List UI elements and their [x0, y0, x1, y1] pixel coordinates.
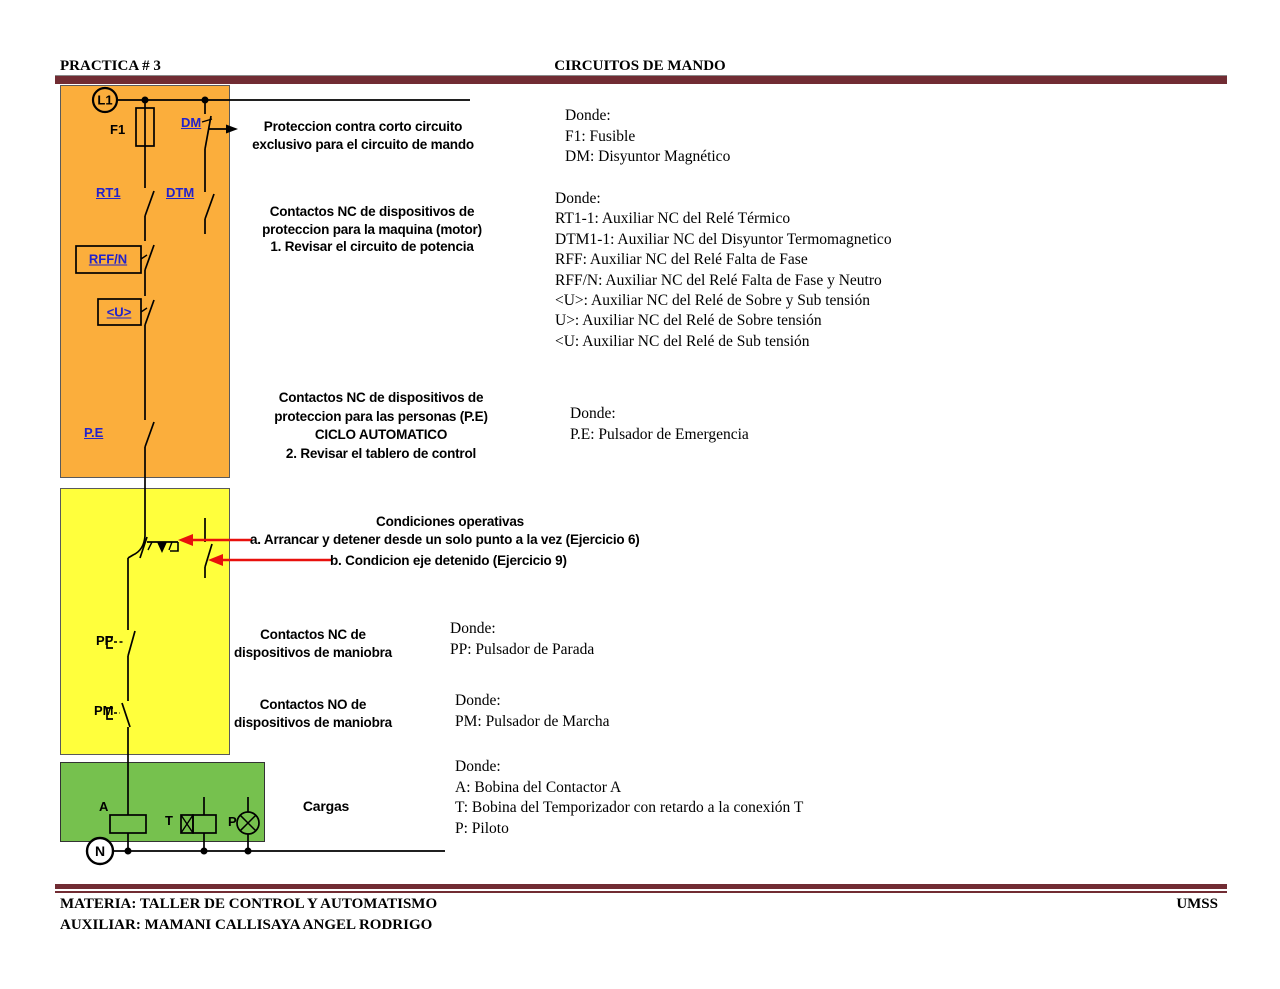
annotation-operating-conditions-title: Condiciones operativas — [376, 514, 524, 529]
footer-materia: MATERIA: TALLER DE CONTROL Y AUTOMATISMO — [60, 896, 438, 912]
pm-label: PM — [94, 703, 114, 718]
annotation-condition-b: b. Condicion eje detenido (Ejercicio 9) — [330, 553, 567, 568]
header-title-left: PRACTICA # 3 — [60, 58, 161, 74]
annotation-cargas: Cargas — [302, 798, 350, 814]
dtm-link-label[interactable]: DTM — [166, 185, 195, 200]
rffn-link-label[interactable]: RFF/N — [88, 251, 128, 267]
annotation-short-circuit-protection: Proteccion contra corto circuito exclusi… — [252, 119, 474, 152]
protection-zone-box — [60, 85, 230, 478]
legend-loads: Donde: A: Bobina del Contactor A T: Bobi… — [455, 758, 804, 837]
footer-auxiliar: AUXILIAR: MAMANI CALLISAYA ANGEL RODRIGO — [60, 917, 433, 933]
u-link-label[interactable]: <U> — [106, 304, 132, 320]
header-rule — [55, 75, 1227, 84]
coil-a-label: A — [99, 799, 109, 814]
terminal-l1-label: L1 — [97, 92, 113, 108]
junction-dot — [200, 847, 208, 855]
terminal-n-label: N — [94, 843, 106, 859]
legend-stop-button: Donde: PP: Pulsador de Parada — [450, 620, 595, 658]
pp-label: PP — [96, 633, 114, 648]
maneuver-zone-box — [60, 488, 230, 755]
footer-rule — [55, 884, 1227, 894]
fuse-f1-label: F1 — [110, 122, 126, 137]
pe-link-label[interactable]: P.E — [84, 425, 104, 440]
annotation-nc-maneuver: Contactos NC de dispositivos de maniobra — [234, 627, 392, 660]
coil-t-label: T — [165, 813, 173, 828]
rt1-link-label[interactable]: RT1 — [96, 185, 121, 200]
junction-dot — [124, 847, 132, 855]
footer-umss: UMSS — [1176, 896, 1218, 912]
legend-fuse-breaker: Donde: F1: Fusible DM: Disyuntor Magnéti… — [565, 107, 731, 165]
annotation-person-protection: Contactos NC de dispositivos de protecci… — [274, 390, 488, 461]
legend-protection-relays: Donde: RT1-1: Auxiliar NC del Relé Térmi… — [555, 190, 892, 350]
annotation-no-maneuver: Contactos NO de dispositivos de maniobra — [234, 697, 392, 730]
header-title-center: CIRCUITOS DE MANDO — [554, 58, 726, 74]
dm-link-label[interactable]: DM — [181, 115, 202, 130]
annotation-condition-a: a. Arrancar y detener desde un solo punt… — [250, 532, 640, 547]
junction-dot — [244, 847, 252, 855]
loads-zone-box — [60, 762, 265, 842]
legend-start-button: Donde: PM: Pulsador de Marcha — [455, 692, 610, 730]
pilot-p-label: P — [228, 814, 237, 829]
legend-emergency: Donde: P.E: Pulsador de Emergencia — [570, 405, 749, 443]
annotation-machine-protection: Contactos NC de dispositivos de protecci… — [262, 204, 482, 254]
